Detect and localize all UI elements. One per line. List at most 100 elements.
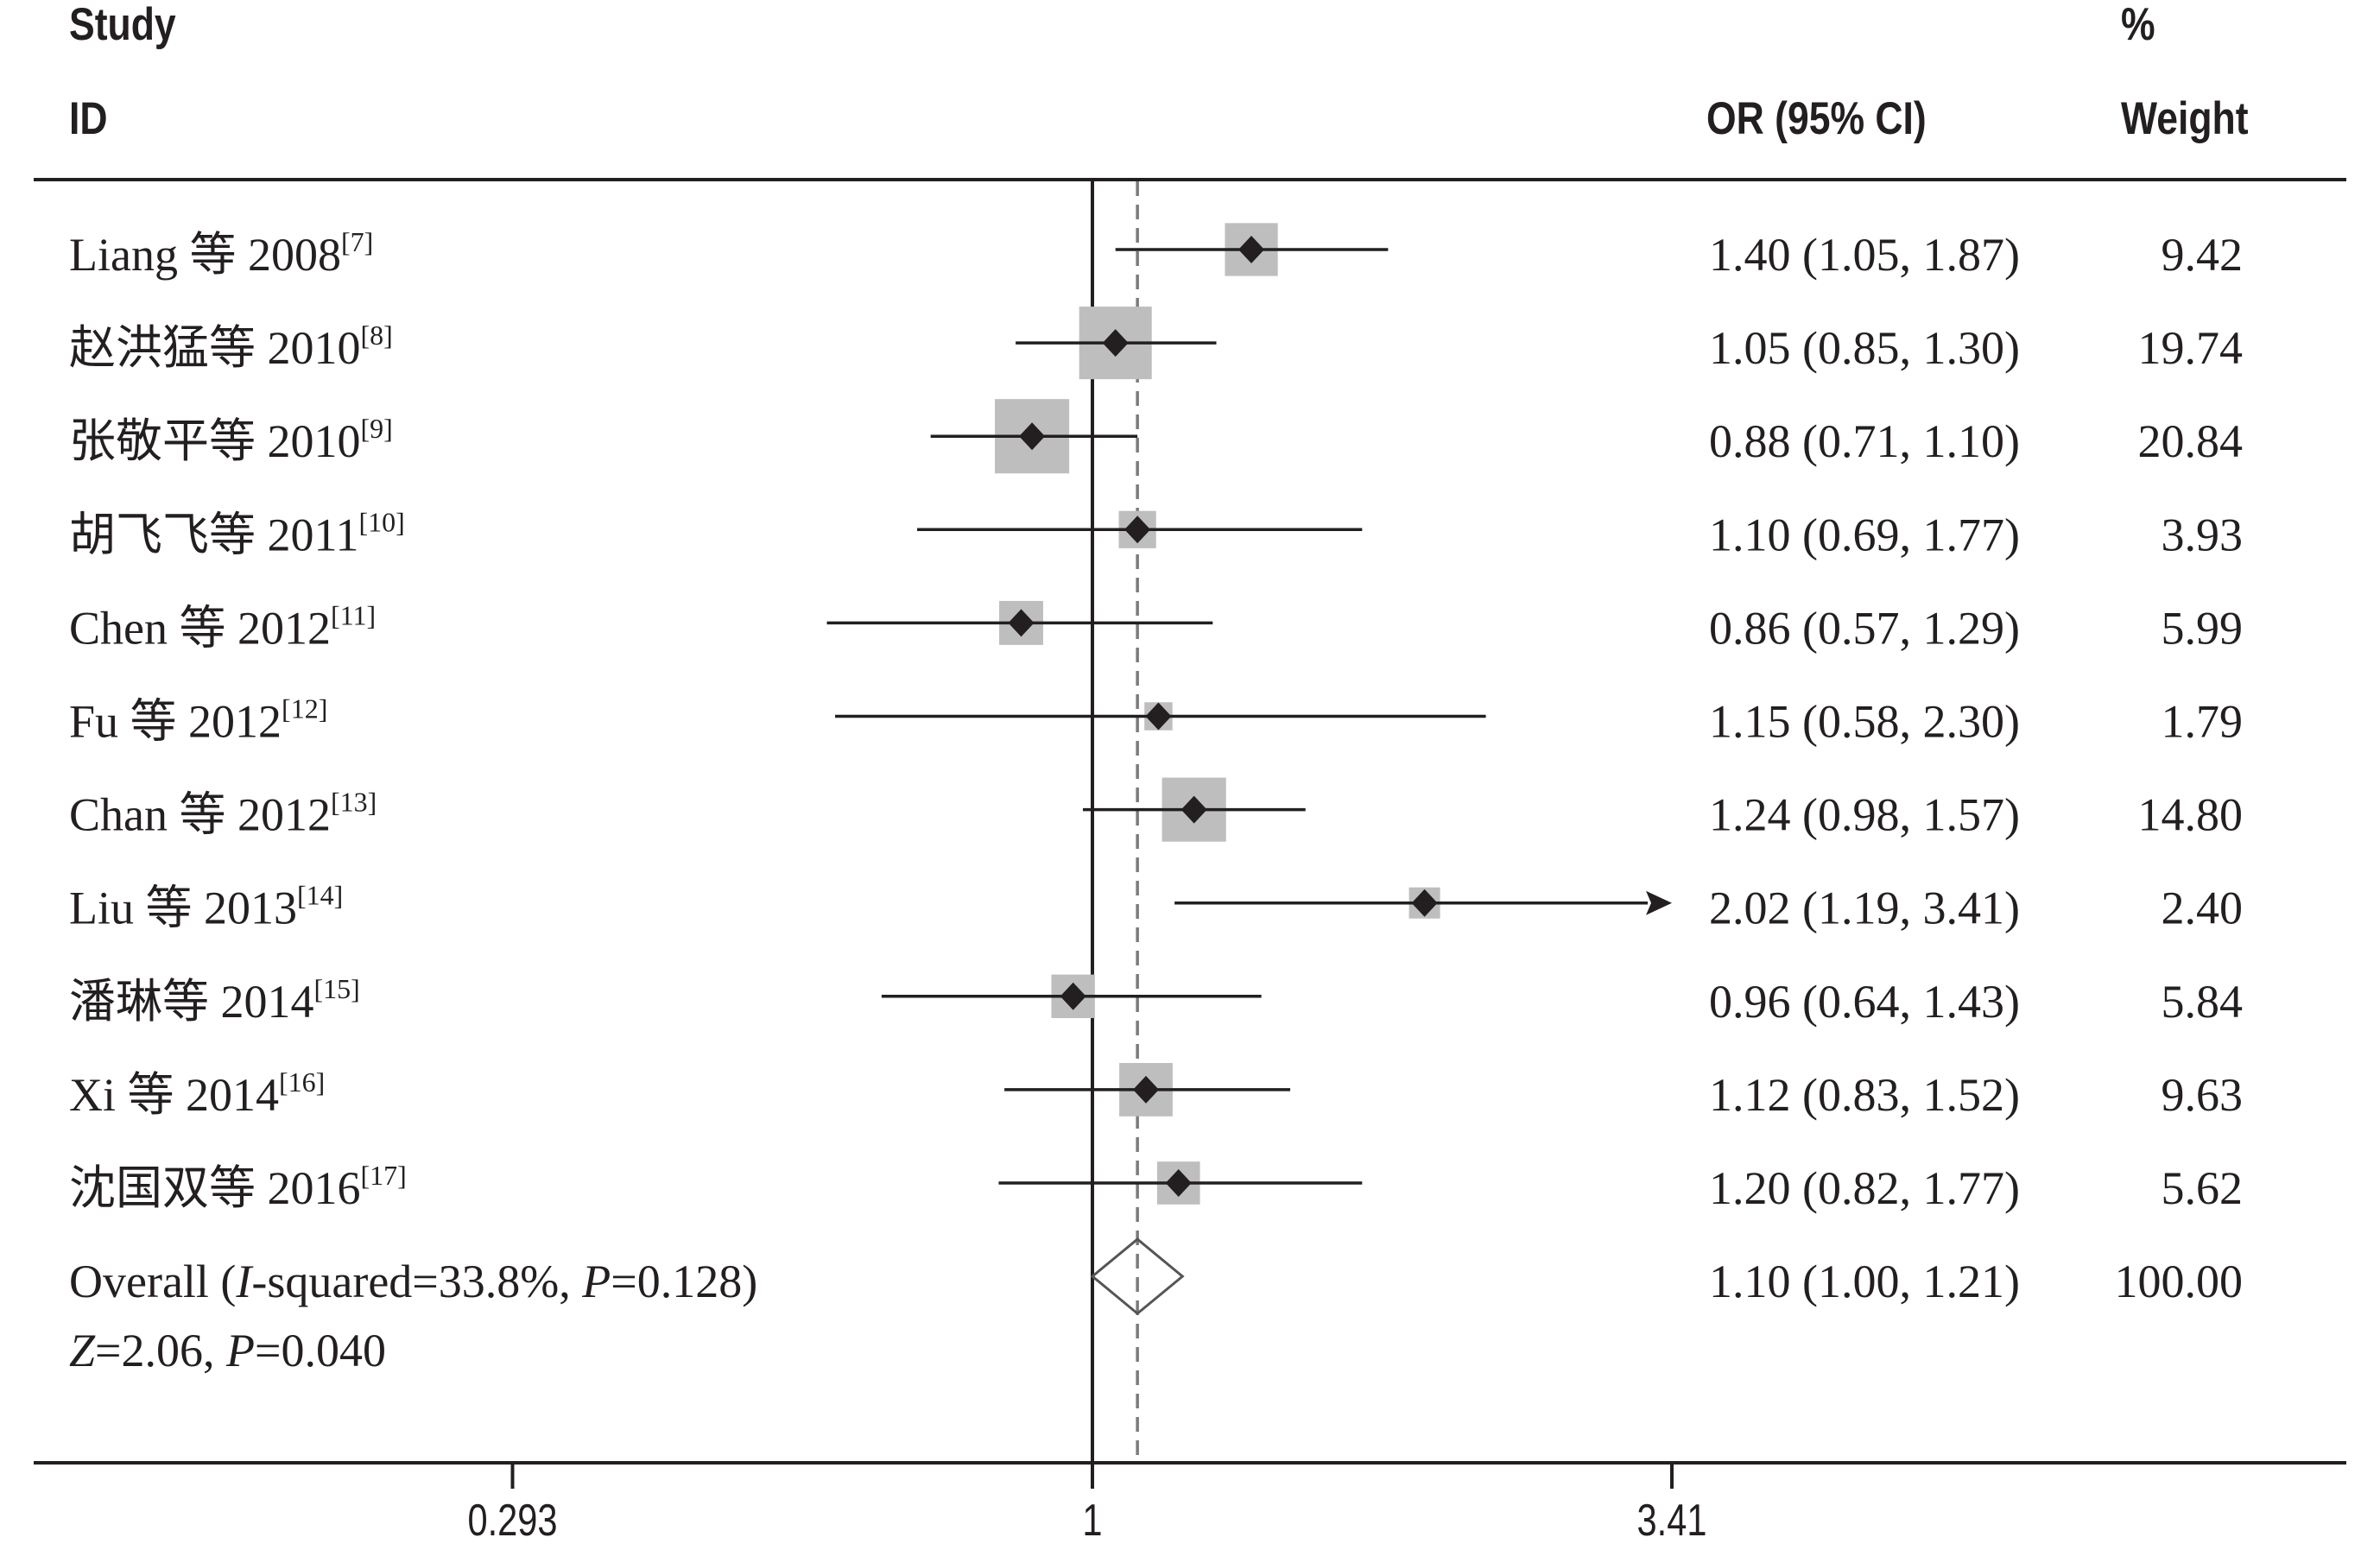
study-reference: [7] [341, 226, 373, 257]
overall-weight-value: 100.00 [2115, 1256, 2244, 1307]
study-name: Xi 等 2014 [69, 1069, 279, 1121]
study-reference: [13] [331, 787, 377, 818]
study-label: 沈国双等 2016[17] [69, 1160, 407, 1214]
x-tick-label: 3.41 [1637, 1495, 1707, 1546]
study-reference: [16] [279, 1066, 325, 1098]
study-label: 张敬平等 2010[9] [69, 413, 393, 467]
overall-test: Z=2.06, P=0.040 [69, 1325, 386, 1376]
point-estimate [1238, 236, 1265, 263]
point-estimate [1008, 609, 1035, 637]
study-name: 张敬平等 2010 [69, 415, 361, 467]
study-reference: [17] [361, 1160, 407, 1191]
study-name: Liang 等 2008 [69, 229, 341, 281]
point-estimate [1102, 329, 1129, 357]
overall-row: Overall (I-squared=33.8%, P=0.128)Z=2.06… [69, 1237, 2244, 1376]
study-name: Chen 等 2012 [69, 602, 331, 654]
study-reference: [11] [331, 599, 376, 630]
weight-value: 5.62 [2162, 1162, 2244, 1214]
weight-value: 2.40 [2162, 883, 2244, 934]
study-label: Fu 等 2012[12] [69, 693, 327, 748]
study-label: Chan 等 2012[13] [69, 787, 377, 841]
overall-label-part: P [581, 1256, 611, 1307]
column-headers: Study ID OR (95% CI) % Weight [69, 0, 2249, 144]
or-ci-value: 1.05 (0.85, 1.30) [1709, 322, 2020, 374]
weight-value: 3.93 [2162, 509, 2244, 560]
study-reference: [12] [282, 693, 327, 724]
study-rows: Liang 等 2008[7] 1.40 (1.05, 1.87) 9.42 赵洪猛等… [69, 223, 2243, 1214]
study-label: Liang 等 2008[7] [69, 226, 373, 281]
point-estimate [1124, 516, 1151, 544]
overall-label-part: I [235, 1256, 254, 1307]
overall-or-ci-value: 1.10 (1.00, 1.21) [1709, 1256, 2020, 1307]
point-estimate [1145, 702, 1172, 731]
overall-test-part: P [225, 1325, 255, 1376]
study-label: 胡飞飞等 2011[10] [69, 506, 405, 560]
study-row: 潘琳等 2014[15] 0.96 (0.64, 1.43) 5.84 [69, 973, 2243, 1028]
ci-arrow-icon [1646, 890, 1673, 915]
study-name: Liu 等 2013 [69, 883, 297, 934]
weight-value: 14.80 [2138, 789, 2244, 841]
overall-label-part: =0.128) [611, 1256, 757, 1307]
header-percent: % [2121, 0, 2155, 50]
study-reference: [10] [359, 506, 405, 537]
study-reference: [8] [361, 319, 393, 351]
point-estimate [1165, 1169, 1192, 1197]
overall-label-part: Overall ( [69, 1256, 236, 1307]
weight-value: 20.84 [2138, 415, 2244, 467]
study-label: Liu 等 2013[14] [69, 880, 343, 934]
overall-diamond [1090, 1237, 1185, 1316]
study-name: 潘琳等 2014 [69, 976, 314, 1028]
weight-value: 9.63 [2162, 1069, 2244, 1121]
study-reference: [15] [314, 973, 360, 1004]
or-ci-value: 1.15 (0.58, 2.30) [1709, 696, 2020, 748]
study-name: 胡飞飞等 2011 [69, 509, 359, 560]
study-row: 胡飞飞等 2011[10] 1.10 (0.69, 1.77) 3.93 [69, 506, 2243, 560]
study-name: Fu 等 2012 [69, 696, 282, 748]
study-row: Chan 等 2012[13] 1.24 (0.98, 1.57) 14.80 [69, 777, 2244, 842]
x-tick-label: 1 [1082, 1495, 1102, 1546]
study-name: 沈国双等 2016 [69, 1162, 361, 1214]
or-ci-value: 2.02 (1.19, 3.41) [1709, 883, 2020, 934]
weight-value: 5.84 [2162, 976, 2244, 1028]
x-tick-label: 0.293 [467, 1495, 557, 1546]
or-ci-value: 0.88 (0.71, 1.10) [1709, 415, 2020, 467]
weight-value: 9.42 [2162, 229, 2244, 281]
header-id: ID [69, 93, 108, 143]
header-weight: Weight [2121, 93, 2249, 143]
study-label: 潘琳等 2014[15] [69, 973, 360, 1028]
weight-value: 1.79 [2162, 696, 2244, 748]
weight-value: 5.99 [2162, 602, 2244, 654]
study-label: 赵洪猛等 2010[8] [69, 319, 393, 374]
or-ci-value: 1.12 (0.83, 1.52) [1709, 1069, 2020, 1121]
x-axis-ticks: 0.293 1 3.41 [467, 1465, 1706, 1545]
point-estimate [1132, 1075, 1159, 1104]
study-label: Xi 等 2014[16] [69, 1066, 325, 1121]
study-row: Xi 等 2014[16] 1.12 (0.83, 1.52) 9.63 [69, 1062, 2244, 1121]
or-ci-value: 1.40 (1.05, 1.87) [1709, 229, 2020, 281]
study-reference: [9] [361, 413, 393, 444]
overall-test-part: Z [69, 1325, 96, 1376]
or-ci-value: 1.20 (0.82, 1.77) [1709, 1162, 2020, 1214]
study-row: 赵洪猛等 2010[8] 1.05 (0.85, 1.30) 19.74 [69, 307, 2244, 380]
point-estimate [1060, 982, 1086, 1010]
overall-test-part: =0.040 [255, 1325, 386, 1376]
point-estimate [1019, 422, 1046, 451]
or-ci-value: 1.24 (0.98, 1.57) [1709, 789, 2020, 841]
or-ci-value: 1.10 (0.69, 1.77) [1709, 509, 2020, 560]
overall-label-part: -squared=33.8%, [251, 1256, 582, 1307]
study-row: Liu 等 2013[14] 2.02 (1.19, 3.41) 2.40 [69, 880, 2243, 934]
header-study: Study [69, 0, 176, 50]
study-row: 张敬平等 2010[9] 0.88 (0.71, 1.10) 20.84 [69, 399, 2244, 474]
study-row: Chen 等 2012[11] 0.86 (0.57, 1.29) 5.99 [69, 599, 2243, 654]
weight-value: 19.74 [2138, 322, 2244, 374]
study-name: 赵洪猛等 2010 [69, 322, 361, 374]
or-ci-value: 0.96 (0.64, 1.43) [1709, 976, 2020, 1028]
study-row: Liang 等 2008[7] 1.40 (1.05, 1.87) 9.42 [69, 223, 2243, 281]
study-name: Chan 等 2012 [69, 789, 331, 841]
study-row: Fu 等 2012[12] 1.15 (0.58, 2.30) 1.79 [69, 693, 2243, 748]
point-estimate [1181, 795, 1207, 824]
overall-test-part: =2.06, [95, 1325, 226, 1376]
point-estimate [1411, 889, 1438, 917]
study-reference: [14] [297, 880, 343, 911]
